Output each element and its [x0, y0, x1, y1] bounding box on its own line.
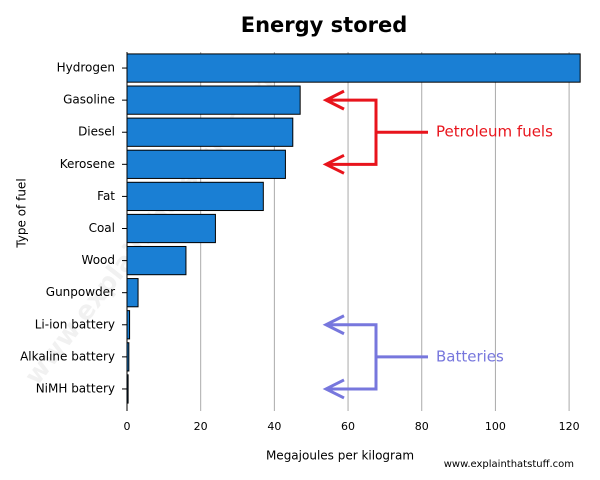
bracket: [348, 98, 428, 166]
arrow: [322, 89, 348, 111]
arrow: [322, 378, 348, 400]
x-tick-label: 100: [485, 420, 506, 433]
bar: [126, 85, 301, 115]
y-tick-label: Hydrogen: [57, 61, 115, 75]
x-tick-label: 0: [124, 420, 131, 433]
bar: [126, 245, 187, 276]
y-tick-label: Coal: [89, 221, 115, 235]
bar: [126, 53, 581, 83]
bar: [126, 374, 129, 404]
y-tick-label: Kerosene: [60, 157, 115, 171]
bar: [126, 310, 131, 340]
chart-title: Energy stored: [241, 13, 408, 37]
x-tick-label: 120: [559, 420, 580, 433]
annotation: Batteries: [436, 347, 504, 365]
bar: [126, 117, 294, 147]
bar: [126, 342, 130, 372]
y-tick-label: Li-ion battery: [35, 317, 115, 331]
y-tick-label: Diesel: [78, 125, 115, 139]
bar: [126, 213, 216, 244]
bar: [126, 278, 139, 308]
y-axis-label: Type of fuel: [15, 178, 29, 248]
y-tick-label: NiMH battery: [36, 381, 115, 395]
y-tick-label: Wood: [82, 253, 115, 267]
x-axis-label: Megajoules per kilogram: [266, 449, 414, 463]
y-tick-label: Gasoline: [63, 93, 115, 107]
bar: [126, 181, 264, 212]
x-tick-label: 40: [267, 420, 281, 433]
y-tick-label: Fat: [97, 189, 115, 203]
x-tick-label: 60: [341, 420, 355, 433]
x-tick-label: 20: [194, 420, 208, 433]
arrow: [322, 153, 348, 175]
x-tick-label: 80: [415, 420, 429, 433]
bracket: [348, 323, 428, 391]
y-tick-label: Alkaline battery: [20, 349, 115, 363]
y-tick-label: Gunpowder: [46, 285, 115, 299]
arrow: [322, 314, 348, 336]
credit: www.explainthatstuff.com: [444, 459, 574, 470]
bar: [126, 149, 286, 179]
annotation: Petroleum fuels: [436, 123, 553, 141]
